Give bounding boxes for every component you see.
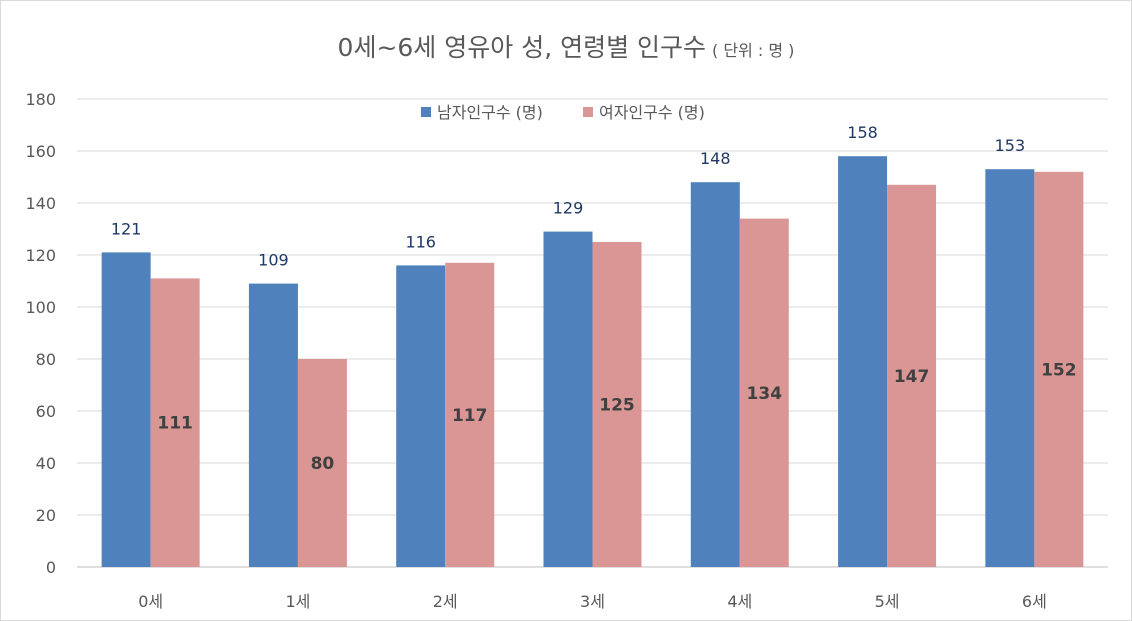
data-label: 80: [311, 454, 335, 474]
bar-female: [1034, 171, 1084, 568]
legend-swatch: [421, 107, 431, 117]
data-label: 117: [452, 406, 488, 426]
bar-male: [248, 283, 298, 567]
y-tick-label: 180: [25, 90, 56, 109]
y-tick-label: 20: [36, 506, 56, 525]
bar-male: [690, 182, 740, 567]
y-tick-label: 100: [25, 298, 56, 317]
bar-female: [150, 278, 200, 567]
bar-female: [887, 184, 937, 568]
legend-label: 남자인구수 (명): [437, 103, 543, 122]
data-label: 152: [1041, 360, 1077, 380]
legend-swatch: [583, 107, 593, 117]
legend-label: 여자인구수 (명): [599, 103, 705, 122]
y-tick-label: 80: [36, 350, 56, 369]
bar-female: [592, 242, 642, 567]
y-tick-label: 160: [25, 142, 56, 161]
x-tick-label: 4세: [727, 592, 752, 611]
y-tick-label: 40: [36, 454, 56, 473]
data-label: 121: [111, 219, 142, 238]
data-label: 148: [700, 149, 731, 168]
data-label: 153: [995, 136, 1026, 155]
data-label: 147: [894, 367, 930, 387]
data-label: 109: [258, 251, 289, 270]
x-tick-label: 5세: [875, 592, 900, 611]
y-tick-label: 0: [46, 558, 56, 577]
bar-male: [985, 169, 1035, 567]
data-label: 125: [599, 396, 635, 416]
x-tick-label: 3세: [580, 592, 605, 611]
data-label: 111: [157, 414, 193, 434]
bar-male: [543, 231, 593, 567]
data-label: 129: [553, 199, 584, 218]
x-tick-label: 0세: [138, 592, 163, 611]
x-tick-label: 2세: [433, 592, 458, 611]
bar-female: [445, 262, 495, 567]
data-label: 134: [747, 384, 783, 404]
y-tick-label: 60: [36, 402, 56, 421]
chart-title-unit: ( 단위 : 명 ): [712, 41, 795, 60]
bar-male: [838, 156, 888, 567]
bar-male: [101, 252, 151, 567]
bar-female: [739, 218, 789, 567]
y-tick-label: 120: [25, 246, 56, 265]
chart-title: 0세~6세 영유아 성, 연령별 인구수 ( 단위 : 명 ): [0, 28, 1132, 64]
chart-title-main: 0세~6세 영유아 성, 연령별 인구수: [337, 33, 707, 62]
bar-male: [396, 265, 446, 567]
y-tick-label: 140: [25, 194, 56, 213]
data-label: 158: [847, 123, 878, 142]
x-tick-label: 1세: [285, 592, 310, 611]
x-tick-label: 6세: [1022, 592, 1047, 611]
bar-female: [297, 359, 347, 567]
data-label: 116: [405, 232, 436, 251]
